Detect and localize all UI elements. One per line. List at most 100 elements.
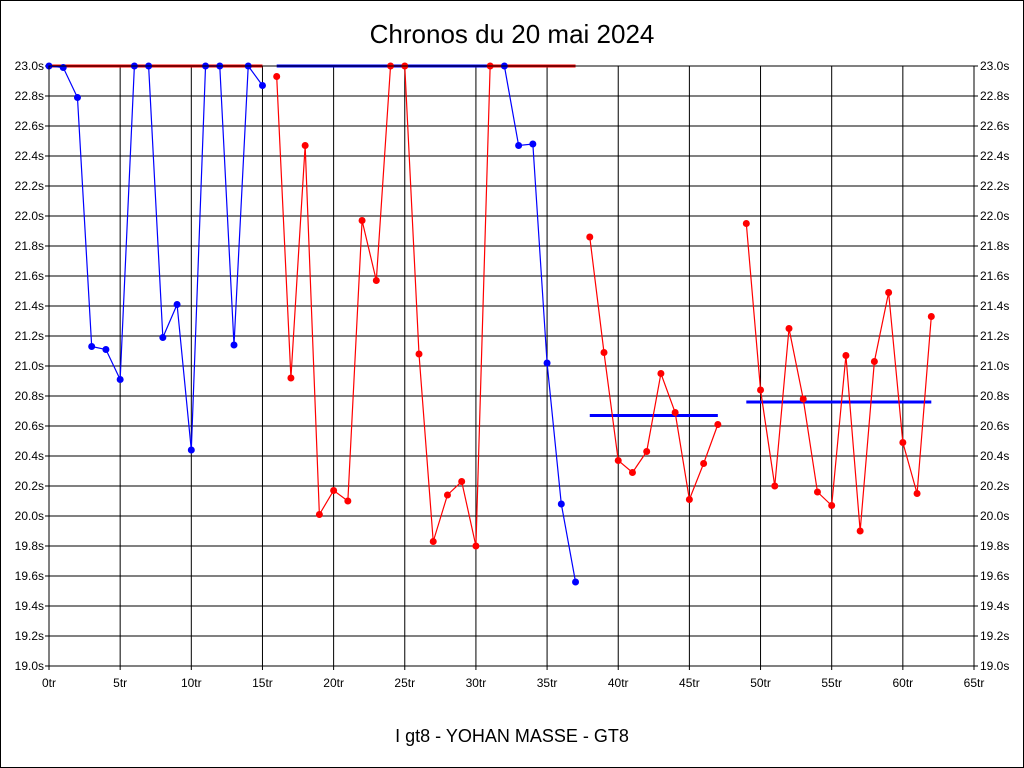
x-tick-label: 10tr [181,676,202,690]
data-point [742,220,750,227]
y-tick-label-right: 22.0s [980,209,1009,223]
data-point [913,490,921,497]
y-tick-label-left: 19.0s [15,659,44,673]
y-tick-label-right: 20.6s [980,419,1009,433]
data-point [628,469,636,476]
x-tick-label: 50tr [750,676,771,690]
data-point [59,64,67,71]
y-tick-label-left: 21.6s [15,269,44,283]
data-point [557,500,565,508]
series-stint-1 [45,62,266,454]
y-tick-label-right: 22.8s [980,89,1009,103]
x-tick-label: 5tr [113,676,127,690]
y-tick-label-left: 22.4s [15,149,44,163]
y-tick-label-right: 21.0s [980,359,1009,373]
data-point [757,386,765,394]
data-point [315,511,323,518]
x-tick-label: 30tr [466,676,487,690]
data-point [927,313,935,320]
data-point [443,491,451,499]
plot-border [48,65,975,667]
series-stint-3 [500,62,580,586]
series-stint-2 [273,62,494,550]
data-point [543,359,551,367]
y-tick-label-left: 21.4s [15,299,44,313]
y-tick-label-left: 20.0s [15,509,44,523]
data-point [671,409,679,416]
chart-title: Chronos du 20 mai 2024 [370,19,655,49]
y-tick-label-right: 20.4s [980,449,1009,463]
series-line [503,65,577,583]
data-point [842,352,850,359]
x-tick-label: 40tr [608,676,629,690]
data-point [258,82,266,89]
series-group [45,62,935,586]
data-point [472,542,480,550]
data-point [856,527,864,535]
data-point [429,538,437,545]
y-tick-label-left: 19.4s [15,599,44,613]
series-line [276,65,491,547]
y-tick-label-right: 19.0s [980,659,1009,673]
y-tick-label-right: 22.6s [980,119,1009,133]
data-point [685,496,693,503]
x-tick-label: 55tr [821,676,842,690]
y-tick-label-left: 21.8s [15,239,44,253]
y-tick-label-left: 21.2s [15,329,44,343]
x-tick-label: 20tr [323,676,344,690]
y-tick-label-right: 22.4s [980,149,1009,163]
data-point [301,142,309,149]
y-tick-label-right: 19.4s [980,599,1009,613]
y-tick-label-right: 23.0s [980,59,1009,73]
data-point [657,370,665,377]
x-axis-ticks: 0tr 5tr 10tr 15tr 20tr 25tr 30tr 35tr 40tr 45tr 50… [42,676,984,690]
y-tick-label-left: 19.2s [15,629,44,643]
y-tick-label-left: 20.4s [15,449,44,463]
data-point [344,497,352,505]
y-tick-label-right: 21.6s [980,269,1009,283]
y-axis-ticks: 19.0s 19.0s 19.2s 19.2s 19.4s 19.4s 19.6s 19.6s… [15,59,1010,673]
data-point [614,457,622,464]
y-tick-label-left: 22.6s [15,119,44,133]
y-tick-label-right: 19.2s [980,629,1009,643]
data-point [173,301,181,308]
x-tick-label: 35tr [537,676,558,690]
y-tick-label-left: 23.0s [15,59,44,73]
data-point [799,395,807,403]
data-point [785,325,793,332]
x-tick-label: 0tr [42,676,56,690]
y-tick-label-right: 19.8s [980,539,1009,553]
data-point [828,502,836,509]
x-tick-label: 15tr [252,676,273,690]
data-point [600,349,608,356]
data-point [187,446,195,454]
x-axis-label: I gt8 - YOHAN MASSE - GT8 [395,726,629,746]
y-tick-label-left: 19.6s [15,569,44,583]
data-point [159,334,167,341]
data-point [714,421,722,428]
x-tick-label: 60tr [893,676,914,690]
y-tick-label-left: 19.8s [15,539,44,553]
y-tick-label-right: 20.2s [980,479,1009,493]
data-point [415,350,423,358]
data-point [813,488,821,496]
y-tick-label-left: 22.2s [15,179,44,193]
data-point [586,233,594,241]
data-point [529,140,537,148]
average-lines [49,64,932,417]
y-tick-label-right: 21.4s [980,299,1009,313]
data-point [885,289,893,296]
y-tick-label-right: 21.2s [980,329,1009,343]
x-tick-label: 45tr [679,676,700,690]
grid [45,65,978,670]
y-tick-label-left: 20.8s [15,389,44,403]
y-tick-label-left: 22.8s [15,89,44,103]
y-tick-label-right: 22.2s [980,179,1009,193]
data-point [771,482,779,490]
data-point [515,142,523,149]
y-tick-label-right: 20.8s [980,389,1009,403]
y-tick-label-left: 20.2s [15,479,44,493]
y-tick-label-left: 20.6s [15,419,44,433]
y-tick-label-right: 20.0s [980,509,1009,523]
y-tick-label-right: 19.6s [980,569,1009,583]
